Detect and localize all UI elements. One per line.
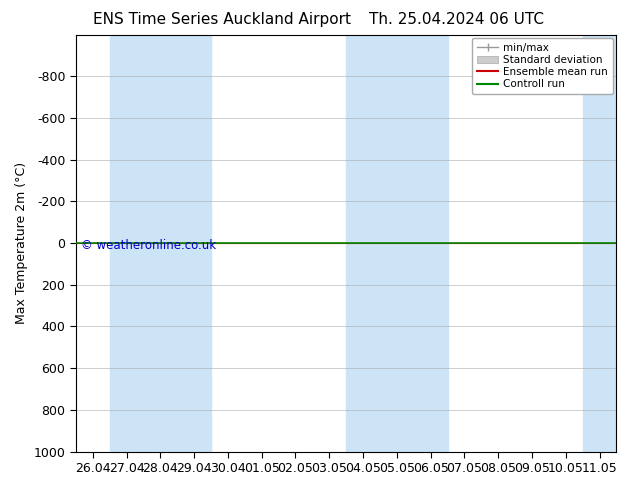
Y-axis label: Max Temperature 2m (°C): Max Temperature 2m (°C)	[15, 162, 28, 324]
Legend: min/max, Standard deviation, Ensemble mean run, Controll run: min/max, Standard deviation, Ensemble me…	[472, 38, 613, 95]
Bar	[110, 35, 211, 452]
Text: Th. 25.04.2024 06 UTC: Th. 25.04.2024 06 UTC	[369, 12, 544, 27]
Text: © weatheronline.co.uk: © weatheronline.co.uk	[81, 239, 216, 252]
Bar	[346, 35, 448, 452]
Text: ENS Time Series Auckland Airport: ENS Time Series Auckland Airport	[93, 12, 351, 27]
Bar	[583, 35, 616, 452]
